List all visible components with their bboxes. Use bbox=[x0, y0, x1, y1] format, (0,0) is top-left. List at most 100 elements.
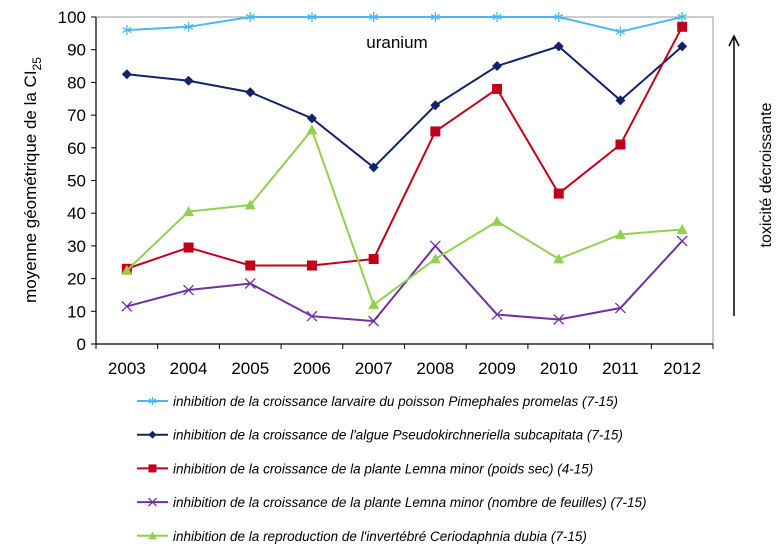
data-point-square bbox=[677, 21, 688, 32]
data-point-diamond bbox=[492, 61, 503, 72]
data-point-triangle bbox=[429, 253, 441, 264]
legend-label: inhibition de la croissance larvaire du … bbox=[173, 394, 618, 409]
data-point-asterisk bbox=[615, 26, 626, 37]
data-point-square bbox=[245, 260, 256, 271]
series-line bbox=[121, 21, 688, 274]
y-tick-label: 50 bbox=[67, 172, 86, 191]
y-tick-label: 20 bbox=[67, 270, 86, 289]
data-point-square bbox=[306, 260, 317, 271]
data-point-triangle bbox=[491, 215, 503, 226]
series-line bbox=[121, 41, 688, 173]
data-point-triangle bbox=[553, 253, 565, 264]
y-axis-label: moyenne géométrique de la CI25 bbox=[21, 57, 44, 303]
data-point-asterisk bbox=[368, 12, 379, 22]
legend-item: inhibition de la croissance larvaire du … bbox=[137, 394, 618, 409]
plot-border bbox=[95, 16, 714, 345]
data-point-square bbox=[368, 253, 379, 264]
data-point-x bbox=[491, 309, 503, 321]
data-point-triangle bbox=[614, 228, 626, 239]
data-point-square bbox=[430, 126, 441, 137]
y-tick-label: 30 bbox=[67, 237, 86, 256]
y-tick-label: 100 bbox=[58, 8, 86, 27]
data-point-x bbox=[148, 497, 157, 507]
data-point-asterisk bbox=[148, 397, 157, 405]
series-path bbox=[126, 16, 683, 33]
data-point-diamond bbox=[615, 95, 626, 106]
data-point-square bbox=[553, 188, 564, 199]
data-point-asterisk bbox=[554, 12, 564, 22]
legend-item: inhibition de la croissance de l'algue P… bbox=[137, 428, 623, 443]
data-point-square bbox=[183, 242, 194, 253]
series-line bbox=[122, 12, 687, 37]
x-tick-label: 2012 bbox=[663, 359, 701, 378]
x-tick-label: 2005 bbox=[231, 359, 269, 378]
data-point-triangle bbox=[121, 264, 133, 275]
data-point-diamond bbox=[368, 162, 379, 173]
data-point-diamond bbox=[183, 75, 194, 86]
data-point-x bbox=[614, 302, 626, 314]
data-point-triangle bbox=[676, 224, 688, 234]
data-point-x bbox=[429, 240, 441, 252]
right-label: toxicité décroissante bbox=[758, 102, 775, 247]
data-point-asterisk bbox=[492, 12, 502, 22]
x-tick-label: 2003 bbox=[108, 359, 146, 378]
legend-label: inhibition de la croissance de la plante… bbox=[173, 461, 593, 476]
data-point-asterisk bbox=[183, 21, 194, 32]
data-point-x bbox=[676, 235, 688, 247]
x-tick-label: 2009 bbox=[478, 359, 516, 378]
y-tick-label: 60 bbox=[67, 139, 86, 158]
data-point-asterisk bbox=[122, 25, 132, 36]
data-point-square bbox=[492, 83, 503, 94]
data-point-triangle bbox=[306, 124, 318, 135]
data-point-diamond bbox=[306, 113, 317, 124]
data-point-diamond bbox=[121, 69, 132, 80]
data-point-asterisk bbox=[307, 12, 317, 22]
data-point-triangle bbox=[368, 299, 380, 310]
legend: inhibition de la croissance larvaire du … bbox=[137, 394, 647, 544]
data-point-triangle bbox=[244, 199, 256, 210]
x-tick-label: 2010 bbox=[540, 359, 578, 378]
series-path bbox=[126, 26, 684, 270]
series-line bbox=[121, 124, 688, 310]
legend-label: inhibition de la croissance de la plante… bbox=[173, 495, 647, 510]
x-tick-label: 2007 bbox=[355, 359, 393, 378]
data-point-square bbox=[615, 139, 626, 150]
series-path bbox=[126, 240, 683, 323]
data-point-diamond bbox=[553, 41, 564, 52]
series-line bbox=[121, 235, 688, 327]
data-point-diamond bbox=[677, 41, 688, 52]
data-point-asterisk bbox=[430, 12, 441, 22]
data-point-asterisk bbox=[677, 12, 687, 22]
x-tick-label: 2004 bbox=[170, 359, 208, 378]
data-point-triangle bbox=[183, 206, 195, 216]
data-point-x bbox=[306, 310, 318, 322]
series-path bbox=[126, 127, 683, 307]
y-axis-label-subscript: 25 bbox=[30, 57, 44, 71]
legend-item: inhibition de la reproduction de l'inver… bbox=[137, 529, 587, 544]
data-point-x bbox=[121, 300, 133, 312]
annotation: uranium bbox=[366, 33, 427, 52]
y-tick-label: 0 bbox=[77, 335, 86, 354]
data-point-x bbox=[183, 284, 195, 296]
data-point-diamond bbox=[430, 100, 441, 111]
y-axis-label-main: moyenne géométrique de la CI bbox=[21, 70, 40, 302]
data-point-x bbox=[553, 314, 565, 325]
y-tick-label: 80 bbox=[67, 73, 86, 92]
data-point-x bbox=[244, 278, 256, 289]
arrow-up-icon bbox=[728, 34, 740, 316]
data-point-triangle bbox=[148, 531, 157, 540]
data-point-asterisk bbox=[245, 12, 255, 22]
legend-label: inhibition de la croissance de l'algue P… bbox=[173, 428, 623, 443]
x-tick-label: 2006 bbox=[293, 359, 331, 378]
series-path bbox=[126, 45, 683, 169]
y-tick-label: 40 bbox=[67, 204, 86, 223]
y-tick-label: 70 bbox=[67, 106, 86, 125]
y-tick-label: 90 bbox=[67, 41, 86, 60]
x-tick-label: 2008 bbox=[416, 359, 454, 378]
legend-item: inhibition de la croissance de la plante… bbox=[137, 495, 647, 510]
data-point-diamond bbox=[148, 430, 157, 439]
legend-label: inhibition de la reproduction de l'inver… bbox=[173, 529, 587, 544]
data-point-x bbox=[368, 315, 380, 327]
data-point-square bbox=[148, 464, 157, 473]
y-tick-label: 10 bbox=[67, 302, 86, 321]
